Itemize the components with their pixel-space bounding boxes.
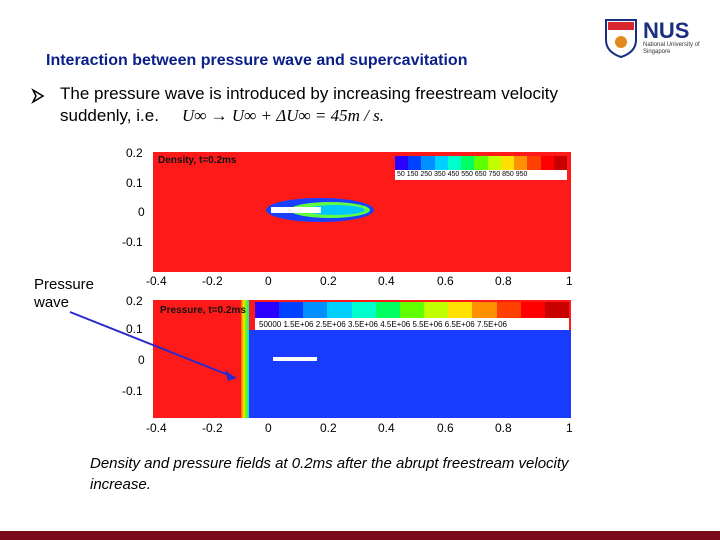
bullet-text-line2: suddenly, i.e. [60,106,159,125]
pressure-wave-label: Pressure wave [34,276,95,311]
colorbar-values: 50 150 250 350 450 550 650 750 850 950 [397,171,528,178]
colorbar-segment [351,302,376,318]
colorbar-segment [447,156,462,170]
colorbar-segment [279,302,304,318]
colorbar-segment [496,302,521,318]
tick-label: 0.8 [495,421,512,435]
bullet-text-line1: The pressure wave is introduced by incre… [60,84,558,103]
colorbar-segment [303,302,328,318]
tick-label: 0.2 [126,294,143,308]
tick-label: 0.4 [378,274,395,288]
colorbar-segment [399,302,425,318]
pressure-colorbar: 50000 1.5E+06 2.5E+06 3.5E+06 4.5E+06 5.… [255,302,570,330]
colorbar-segment [514,156,528,170]
colorbar-segment [375,302,400,318]
tick-label: 0.1 [126,322,143,336]
colorbar-segment [327,302,352,318]
colorbar-strip [255,302,570,318]
tick-label: 0 [265,421,272,435]
density-colorbar: 50 150 250 350 450 550 650 750 850 950 [395,156,568,180]
arrow-bullet-icon [31,88,45,104]
colorbar-segment [527,156,541,170]
cavity-shape [266,198,374,222]
figure-caption: Density and pressure fields at 0.2ms aft… [90,455,569,493]
tick-label: 0 [138,353,145,367]
pressure-wave-front [241,300,249,418]
colorbar-segment [461,156,475,170]
tick-label: 1 [566,421,573,435]
density-field-plot: 50 150 250 350 450 550 650 750 850 950 [153,152,571,272]
slide-title: Interaction between pressure wave and su… [46,52,468,69]
tick-label: 1 [566,274,573,288]
tick-label: 0.6 [437,421,454,435]
colorbar-segment [472,302,497,318]
cavity-marker [273,357,317,361]
footer-bar [0,531,720,540]
tick-label: -0.4 [146,421,167,435]
tick-label: 0.1 [126,176,143,190]
tick-label: 0 [138,205,145,219]
colorbar-segment [474,156,488,170]
tick-label: 0.2 [320,421,337,435]
colorbar-segment [448,302,473,318]
colorbar-segment [395,156,409,170]
colorbar-segment [434,156,448,170]
tick-label: 0.8 [495,274,512,288]
colorbar-segment [421,156,435,170]
colorbar-segment [540,156,554,170]
density-plot-label: Density, t=0.2ms [158,155,237,166]
tick-label: 0.2 [320,274,337,288]
tick-label: 0.4 [378,421,395,435]
tick-label: -0.2 [202,274,223,288]
colorbar-values: 50000 1.5E+06 2.5E+06 3.5E+06 4.5E+06 5.… [259,320,507,329]
tick-label: -0.1 [122,384,143,398]
tick-label: -0.1 [122,235,143,249]
colorbar-segment [255,302,280,318]
colorbar-segment [408,156,422,170]
pressure-plot-label: Pressure, t=0.2ms [160,305,246,316]
colorbar-segment [500,156,515,170]
tick-label: -0.2 [202,421,223,435]
colorbar-segment [553,156,568,170]
colorbar-segment [520,302,545,318]
tick-label: 0.2 [126,146,143,160]
velocity-formula: U∞ → U∞ + ΔU∞ = 45m / s. [182,106,384,125]
logo-name: NUS [643,18,690,43]
low-pressure-region [249,330,571,418]
colorbar-segment [424,302,449,318]
nus-crest-icon [605,19,637,58]
tick-label: 0 [265,274,272,288]
tick-label: 0.6 [437,274,454,288]
colorbar-strip [395,156,568,170]
logo-subtitle: National University of Singapore [643,42,700,55]
tick-label: -0.4 [146,274,167,288]
pressure-field-plot: 50000 1.5E+06 2.5E+06 3.5E+06 4.5E+06 5.… [153,300,571,418]
colorbar-segment [487,156,501,170]
colorbar-segment [544,302,570,318]
